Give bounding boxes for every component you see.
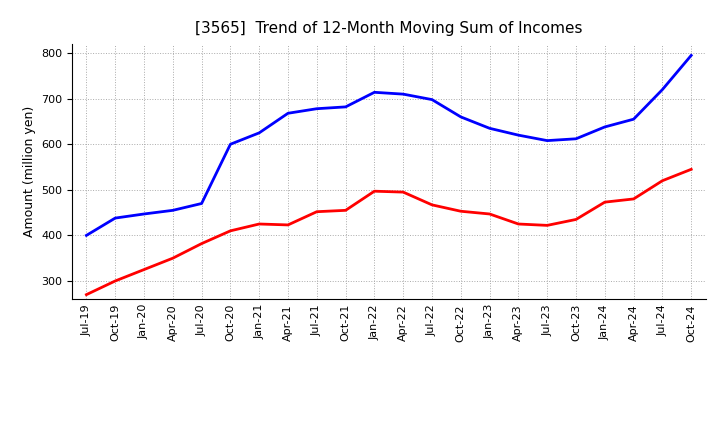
Title: [3565]  Trend of 12-Month Moving Sum of Incomes: [3565] Trend of 12-Month Moving Sum of I…	[195, 21, 582, 36]
Net Income	[514, 221, 523, 227]
Ordinary Income	[370, 90, 379, 95]
Ordinary Income	[168, 208, 177, 213]
Net Income	[370, 189, 379, 194]
Net Income	[140, 267, 148, 272]
Net Income	[658, 178, 667, 183]
Ordinary Income	[312, 106, 321, 111]
Ordinary Income	[111, 216, 120, 221]
Net Income	[312, 209, 321, 214]
Net Income	[341, 208, 350, 213]
Net Income	[111, 279, 120, 284]
Ordinary Income	[255, 130, 264, 136]
Ordinary Income	[572, 136, 580, 141]
Ordinary Income	[82, 233, 91, 238]
Ordinary Income	[456, 114, 465, 120]
Ordinary Income	[658, 87, 667, 92]
Ordinary Income	[687, 53, 696, 58]
Net Income	[255, 221, 264, 227]
Net Income	[168, 256, 177, 261]
Ordinary Income	[197, 201, 206, 206]
Ordinary Income	[226, 142, 235, 147]
Ordinary Income	[341, 104, 350, 110]
Net Income	[485, 211, 494, 216]
Net Income	[687, 167, 696, 172]
Net Income	[543, 223, 552, 228]
Ordinary Income	[514, 132, 523, 138]
Ordinary Income	[428, 97, 436, 102]
Ordinary Income	[140, 211, 148, 216]
Net Income	[572, 217, 580, 222]
Ordinary Income	[600, 124, 609, 129]
Net Income	[197, 241, 206, 246]
Net Income	[82, 292, 91, 297]
Net Income	[629, 196, 638, 202]
Ordinary Income	[284, 110, 292, 116]
Ordinary Income	[629, 117, 638, 122]
Net Income	[284, 222, 292, 227]
Ordinary Income	[399, 92, 408, 97]
Net Income	[600, 199, 609, 205]
Ordinary Income	[485, 126, 494, 131]
Line: Net Income: Net Income	[86, 169, 691, 295]
Ordinary Income	[543, 138, 552, 143]
Y-axis label: Amount (million yen): Amount (million yen)	[22, 106, 35, 237]
Net Income	[226, 228, 235, 234]
Net Income	[399, 190, 408, 195]
Net Income	[428, 202, 436, 208]
Line: Ordinary Income: Ordinary Income	[86, 55, 691, 235]
Net Income	[456, 209, 465, 214]
